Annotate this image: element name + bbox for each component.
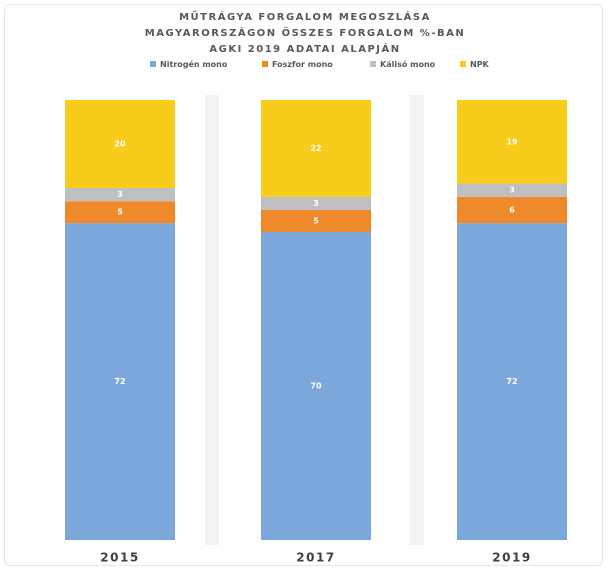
bar-segment: [261, 196, 371, 210]
chart-title: MŰTRÁGYA FORGALOM MEGOSZLÁSA MAGYARORSZÁ…: [144, 12, 466, 55]
x-tick-label: 2019: [492, 551, 531, 565]
bar-segment: [65, 100, 175, 188]
data-label: 72: [114, 377, 125, 386]
data-label: 3: [509, 186, 515, 195]
legend-label: Nitrogén mono: [160, 59, 228, 69]
bar-segment: [261, 232, 371, 540]
legend-label: Foszfor mono: [272, 60, 333, 69]
data-label: 19: [506, 137, 518, 146]
x-tick-label: 2017: [296, 551, 335, 565]
bar-segment: [457, 223, 567, 540]
bar-segment: [261, 210, 371, 232]
data-label: 22: [310, 144, 321, 153]
data-label: 72: [506, 377, 517, 386]
data-label: 70: [310, 382, 322, 391]
panel-gap: [410, 95, 424, 545]
data-label: 20: [114, 140, 126, 149]
chart-frame: [4, 4, 603, 566]
bar-segment: [65, 223, 175, 540]
bar-segment: [457, 100, 567, 184]
data-label: 3: [313, 199, 319, 208]
data-label: 5: [117, 208, 123, 217]
legend-swatch: [262, 61, 268, 67]
data-label: 6: [509, 206, 515, 215]
panel-gap: [205, 95, 219, 545]
legend-swatch: [460, 61, 466, 67]
bar-segment: [457, 196, 567, 224]
legend-label: NPK: [470, 60, 490, 69]
legend-swatch: [370, 61, 376, 67]
bar-segment: [65, 188, 175, 202]
bar-segment: [261, 100, 371, 197]
legend-swatch: [150, 61, 156, 67]
bar-segment: [457, 183, 567, 197]
bar-segment: [65, 201, 175, 224]
legend-label: Kálisó mono: [380, 59, 436, 69]
x-tick-label: 2015: [100, 551, 139, 565]
data-label: 3: [117, 190, 123, 199]
data-label: 5: [313, 217, 319, 226]
